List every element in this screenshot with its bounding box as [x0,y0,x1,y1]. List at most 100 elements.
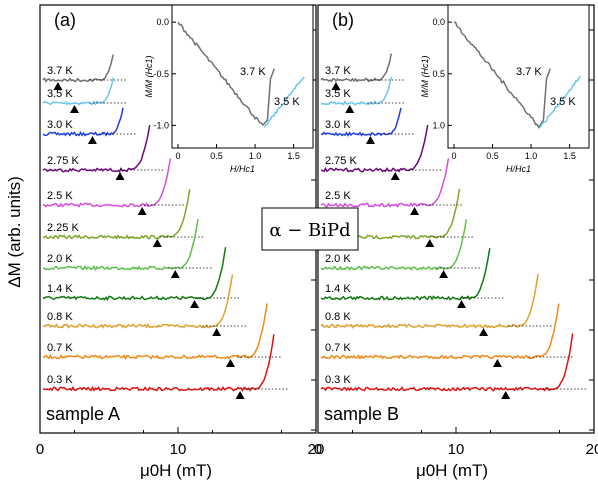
x-axis-label-b: μ0H (mT) [416,461,488,480]
temperature-label: 3.0 K [47,119,73,131]
inset-a: 0 0.5 1.0 1.5 0.0 -0.5 -1.0 H/Hc1 M/M (Hc1) 3.7 K… [144,4,314,174]
curve-275K [320,124,429,173]
inset-y-tick-label: -1.0 [153,120,169,130]
temperature-label: 0.8 K [325,311,351,323]
temperature-label: 2.75 K [47,155,79,167]
curve-14K [42,246,227,302]
curve-08K [42,274,234,329]
onset-triangle-marker [235,391,245,399]
onset-triangle-marker [331,82,341,90]
curve-35K [42,77,115,106]
temperature-label: 0.7 K [47,342,73,354]
temperature-label: 2.75 K [325,155,357,167]
inset-curve-3.5K [539,75,581,128]
onset-triangle-marker [212,328,222,336]
inset-x-tick-label: 1.0 [249,151,262,161]
x-tick-label: 20 [586,441,598,458]
curve-25K [320,158,450,208]
onset-triangle-marker [137,207,147,215]
inset-x-axis-label: H/Hc1 [506,164,531,174]
temperature-label: 2.0 K [47,253,73,265]
inset-x-tick-label: 0.5 [486,151,499,161]
curve-08K [320,274,539,329]
temperature-label: 3.5 K [325,88,351,100]
inset-note-3.7K: 3.7 K [516,66,542,78]
onset-triangle-marker [190,300,200,308]
inset-y-axis-label: M/M (Hc1) [420,56,430,98]
onset-triangle-marker [115,172,125,180]
x-tick-label: 10 [170,441,187,458]
temperature-label: 3.7 K [325,65,351,77]
curve-37K [320,53,393,83]
inset-x-axis-label: H/Hc1 [230,164,255,174]
inset-frame [171,4,314,149]
temperature-label: 1.4 K [325,283,351,295]
inset-y-tick-label: 0.5 [432,69,445,79]
material-label: α − BiPd [269,220,350,241]
x-tick-label: 10 [448,441,465,458]
inset-y-axis-label: M/M (Hc1) [144,56,154,98]
inset-x-tick-label: 0 [175,151,180,161]
y-axis-label: ΔM (arb. units) [5,176,24,288]
curve-03K [42,334,275,392]
inset-curve-3.5K [263,76,305,128]
temperature-label: 0.8 K [47,311,73,323]
onset-triangle-marker [365,136,375,144]
temperature-label: 0.3 K [47,374,73,386]
inset-note-3.7K: 3.7 K [240,66,266,78]
curve-35K [320,76,393,106]
inset-x-tick-label: 0.5 [210,151,223,161]
curve-37K [42,54,115,83]
inset-note-3.5K: 3.5 K [274,96,300,108]
curve-20K [42,219,199,272]
curve-30K [320,107,402,138]
temperature-label: 0.7 K [325,342,351,354]
inset-y-tick-label: 0.0 [156,17,169,27]
temperature-label: 0.3 K [325,374,351,386]
onset-triangle-marker [390,172,400,180]
inset-frame [447,4,590,149]
onset-triangle-marker [479,328,489,336]
curve-07K [42,303,268,360]
curve-14K [320,247,491,301]
material-label-box: α − BiPd [261,207,359,251]
sample-label-a: sample A [46,404,120,424]
onset-triangle-marker [170,270,180,278]
temperature-label: 2.5 K [47,190,73,202]
onset-triangle-marker [345,105,355,113]
onset-triangle-marker [87,136,97,144]
inset-note-3.5K: 3.5 K [550,96,576,108]
inset-x-tick-label: 1.5 [287,151,300,161]
onset-triangle-marker [53,82,63,90]
onset-triangle-marker [501,391,511,399]
temperature-label: 2.5 K [325,190,351,202]
curve-30K [42,107,124,137]
temperature-label: 2.25 K [47,222,79,234]
inset-y-tick-label: 1.0 [432,120,445,130]
curve-20K [320,219,468,271]
inset-y-tick-label: 0.0 [432,17,445,27]
onset-triangle-marker [425,239,435,247]
curve-07K [320,303,560,360]
onset-triangle-marker [410,207,420,215]
temperature-label: 3.0 K [325,119,351,131]
panel-a: 0 10 20 (a) 3.7 K 3.5 K 3.0 K 2.75 K 2.5 K 2.25 K… [36,4,325,458]
inset-y-tick-label: -0.5 [153,69,169,79]
x-tick-label: 20 [308,441,325,458]
inset-curve-3.7K [453,21,552,130]
temperature-label: 3.7 K [47,65,73,77]
onset-triangle-marker [457,300,467,308]
x-tick-label: 0 [314,441,322,458]
inset-curve-3.7K [177,21,276,126]
sample-label-b: sample B [324,404,399,424]
x-axis-label-a: μ0H (mT) [140,461,212,480]
panel-label-a: (a) [54,10,76,30]
onset-triangle-marker [492,359,502,367]
onset-triangle-marker [70,105,79,113]
inset-x-tick-label: 1.0 [525,151,538,161]
curve-25K [42,158,172,208]
curve-225K [42,189,191,240]
onset-triangle-marker [225,359,235,367]
curve-275K [42,124,151,173]
